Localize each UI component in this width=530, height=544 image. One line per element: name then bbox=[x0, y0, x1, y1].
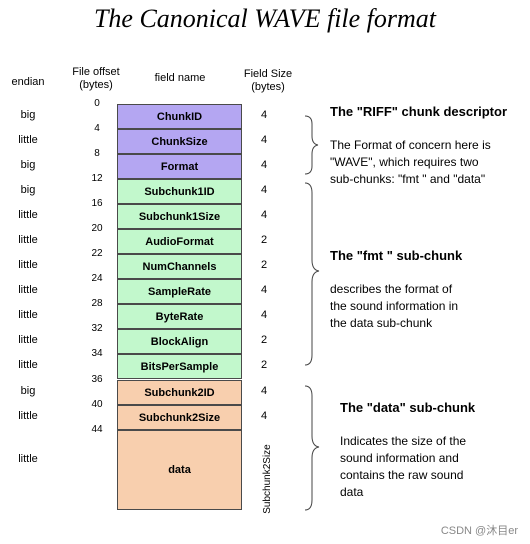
field-samplerate: SampleRate bbox=[117, 279, 242, 304]
offset-24: 24 bbox=[91, 273, 103, 284]
field-bitspersample: BitsPerSample bbox=[117, 354, 242, 379]
endian-byterate: little bbox=[18, 309, 38, 321]
riff-desc-line: The Format of concern here is bbox=[330, 138, 491, 152]
size-audioformat: 2 bbox=[260, 234, 268, 246]
offset-36: 36 bbox=[91, 374, 103, 385]
endian-data: little bbox=[18, 453, 38, 465]
field-audioformat: AudioFormat bbox=[117, 229, 242, 254]
field-numchannels: NumChannels bbox=[117, 254, 242, 279]
data-desc-line: data bbox=[340, 485, 364, 499]
header-field-size-line2: (bytes) bbox=[251, 81, 285, 93]
size-byterate: 4 bbox=[260, 309, 268, 321]
offset-32: 32 bbox=[91, 323, 103, 334]
header-file-offset: File offset (bytes) bbox=[66, 66, 126, 92]
watermark: CSDN @沐目er bbox=[440, 525, 518, 537]
fmt-desc-line: the data sub-chunk bbox=[330, 316, 433, 330]
offset-34: 34 bbox=[91, 348, 103, 359]
field-chunksize: ChunkSize bbox=[117, 129, 242, 154]
size-samplerate: 4 bbox=[260, 284, 268, 296]
offset-22: 22 bbox=[91, 248, 103, 259]
header-endian: endian bbox=[11, 76, 45, 88]
field-byterate: ByteRate bbox=[117, 304, 242, 329]
header-file-offset-line1: File offset bbox=[72, 66, 120, 78]
fmt-description: describes the format of the sound inform… bbox=[330, 281, 458, 332]
field-blockalign: BlockAlign bbox=[117, 329, 242, 354]
field-chunkid: ChunkID bbox=[117, 104, 242, 129]
size-chunkid: 4 bbox=[260, 109, 268, 121]
size-bitspersample: 2 bbox=[260, 359, 268, 371]
offset-8: 8 bbox=[94, 148, 100, 159]
endian-subchunk2size: little bbox=[18, 410, 38, 422]
size-subchunk1id: 4 bbox=[260, 184, 268, 196]
offset-12: 12 bbox=[91, 173, 103, 184]
field-format: Format bbox=[117, 154, 242, 179]
fmt-desc-line: the sound information in bbox=[330, 299, 459, 313]
data-description: Indicates the size of the sound informat… bbox=[340, 433, 466, 501]
data-desc-line: sound information and bbox=[340, 451, 459, 465]
fmt-desc-line: describes the format of bbox=[330, 282, 453, 296]
endian-subchunk2id: big bbox=[20, 385, 36, 397]
offset-40: 40 bbox=[91, 399, 103, 410]
data-desc-line: contains the raw sound bbox=[340, 468, 464, 482]
size-blockalign: 2 bbox=[260, 334, 268, 346]
header-file-offset-line2: (bytes) bbox=[79, 79, 113, 91]
endian-blockalign: little bbox=[18, 334, 38, 346]
data-desc-line: Indicates the size of the bbox=[340, 434, 467, 448]
endian-bitspersample: little bbox=[18, 359, 38, 371]
header-field-name: field name bbox=[154, 72, 206, 84]
brace-riff bbox=[304, 115, 319, 175]
header-field-size: Field Size (bytes) bbox=[236, 68, 300, 94]
field-subchunk2id: Subchunk2ID bbox=[117, 380, 242, 405]
brace-data bbox=[304, 385, 320, 511]
field-subchunk1id: Subchunk1ID bbox=[117, 179, 242, 204]
riff-desc-line: sub-chunks: "fmt " and "data" bbox=[330, 172, 486, 186]
size-format: 4 bbox=[260, 159, 268, 171]
endian-chunksize: little bbox=[18, 134, 38, 146]
endian-numchannels: little bbox=[18, 259, 38, 271]
offset-4: 4 bbox=[94, 123, 100, 134]
endian-samplerate: little bbox=[18, 284, 38, 296]
field-subchunk1size: Subchunk1Size bbox=[117, 204, 242, 229]
field-subchunk2size: Subchunk2Size bbox=[117, 405, 242, 430]
riff-description: The Format of concern here is "WAVE", wh… bbox=[330, 137, 491, 188]
brace-fmt bbox=[304, 182, 320, 366]
endian-subchunk1id: big bbox=[20, 184, 36, 196]
size-subchunk1size: 4 bbox=[260, 209, 268, 221]
size-numchannels: 2 bbox=[260, 259, 268, 271]
endian-format: big bbox=[20, 159, 36, 171]
offset-20: 20 bbox=[91, 223, 103, 234]
field-data: data bbox=[117, 430, 242, 510]
offset-28: 28 bbox=[91, 298, 103, 309]
riff-heading: The "RIFF" chunk descriptor bbox=[330, 104, 508, 119]
fmt-heading: The "fmt " sub-chunk bbox=[330, 248, 463, 263]
endian-subchunk1size: little bbox=[18, 209, 38, 221]
diagram-title: The Canonical WAVE file format bbox=[93, 4, 437, 33]
riff-desc-line: "WAVE", which requires two bbox=[330, 155, 479, 169]
size-subchunk2size: 4 bbox=[260, 410, 268, 422]
endian-audioformat: little bbox=[18, 234, 38, 246]
offset-16: 16 bbox=[91, 198, 103, 209]
offset-0: 0 bbox=[94, 98, 100, 109]
header-field-size-line1: Field Size bbox=[243, 68, 293, 80]
data-heading: The "data" sub-chunk bbox=[340, 400, 476, 415]
offset-44: 44 bbox=[91, 424, 103, 435]
endian-chunkid: big bbox=[20, 109, 36, 121]
size-chunksize: 4 bbox=[260, 134, 268, 146]
size-subchunk2id: 4 bbox=[260, 385, 268, 397]
